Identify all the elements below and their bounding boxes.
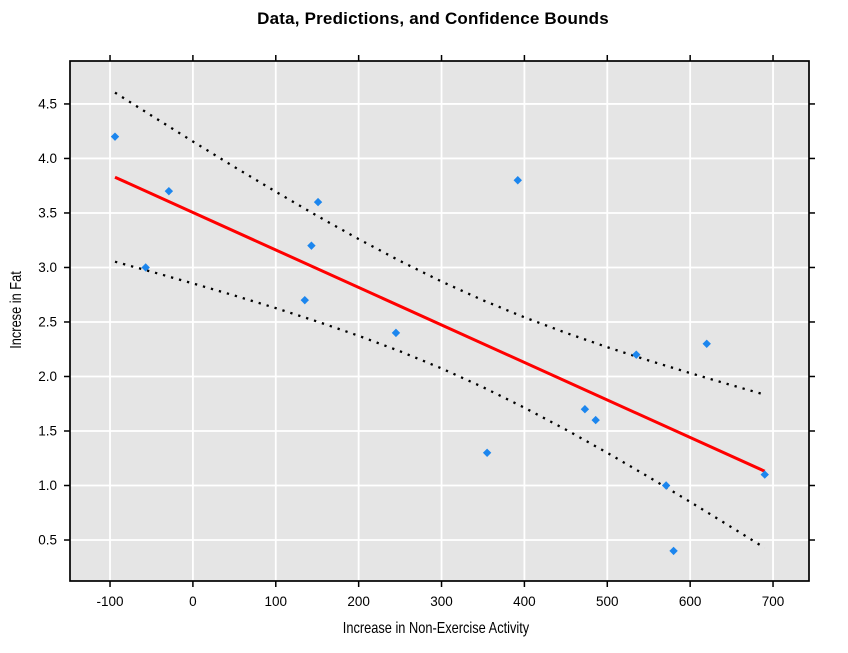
x-tick-label: 600 bbox=[679, 594, 702, 609]
y-axis-label: Increse in Fat bbox=[8, 271, 25, 349]
x-tick-label: 500 bbox=[596, 594, 619, 609]
y-tick-label: 1.0 bbox=[38, 478, 57, 493]
x-axis-label: Increase in Non-Exercise Activity bbox=[342, 620, 530, 637]
plot-panel bbox=[70, 61, 809, 581]
y-tick-label: 3.0 bbox=[38, 260, 57, 275]
y-tick-label: 3.5 bbox=[38, 205, 57, 220]
data-point bbox=[702, 339, 711, 348]
data-point bbox=[661, 481, 671, 490]
plot-frame bbox=[69, 60, 810, 582]
data-point bbox=[669, 546, 678, 556]
x-tick-label: 400 bbox=[513, 594, 536, 609]
data-point bbox=[482, 448, 492, 457]
data-point bbox=[300, 295, 309, 305]
data-point bbox=[313, 197, 323, 207]
y-tick-label: 2.0 bbox=[38, 369, 57, 384]
x-tick-label: 0 bbox=[189, 594, 197, 609]
y-tick-label: 4.5 bbox=[38, 96, 57, 111]
y-tick-label: 0.5 bbox=[38, 533, 57, 548]
y-tick-label: 1.5 bbox=[38, 423, 57, 438]
prediction-line bbox=[114, 175, 766, 473]
data-point bbox=[110, 132, 120, 141]
data-point bbox=[391, 328, 401, 338]
data-point bbox=[141, 263, 150, 272]
lower-confidence-bound bbox=[114, 260, 766, 549]
x-tick-label: -100 bbox=[97, 594, 124, 609]
data-point bbox=[580, 404, 590, 414]
data-point bbox=[760, 470, 769, 479]
x-tick-label: 300 bbox=[430, 594, 453, 609]
chart-title: Data, Predictions, and Confidence Bounds bbox=[257, 9, 609, 28]
data-point bbox=[164, 186, 174, 196]
y-tick-label: 4.0 bbox=[38, 151, 57, 166]
x-tick-label: 100 bbox=[265, 594, 288, 609]
y-tick-label: 2.5 bbox=[38, 314, 57, 329]
data-point bbox=[307, 241, 316, 250]
data-point bbox=[591, 415, 600, 425]
x-tick-label: 700 bbox=[762, 594, 785, 609]
data-point bbox=[513, 176, 522, 185]
x-tick-label: 200 bbox=[347, 594, 370, 609]
data-point bbox=[632, 350, 641, 359]
